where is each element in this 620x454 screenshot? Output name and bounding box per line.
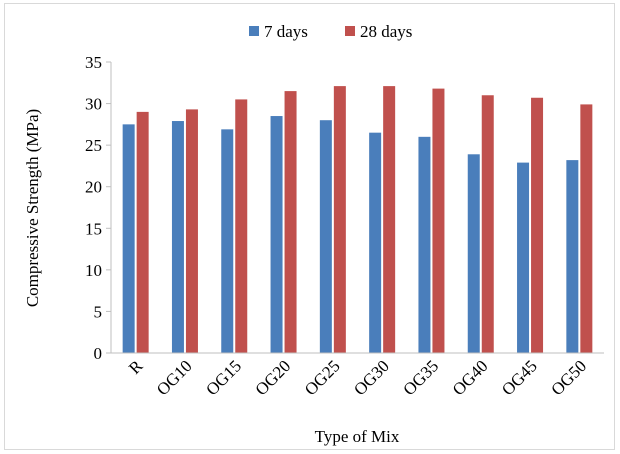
bars: [122, 86, 593, 354]
chart-frame: [4, 3, 615, 450]
bar-7-days-OG30: [369, 132, 382, 353]
y-axis-title: Compressive Strength (MPa): [23, 109, 42, 307]
bar-28-days-OG25: [333, 86, 346, 354]
bar-28-days-OG45: [531, 97, 544, 353]
bar-7-days-OG25: [319, 120, 332, 353]
bar-7-days-OG20: [270, 116, 283, 354]
x-tick-label: OG35: [399, 356, 442, 399]
x-axis-title: Type of Mix: [315, 427, 400, 446]
y-tick-label: 0: [94, 344, 103, 363]
bar-7-days-OG10: [171, 121, 184, 353]
y-tick-label: 20: [85, 178, 102, 197]
y-tick-label: 15: [85, 219, 102, 238]
bar-28-days-OG30: [383, 86, 396, 354]
bar-7-days-OG15: [221, 129, 234, 353]
bar-28-days-OG20: [284, 91, 297, 353]
bar-7-days-OG45: [517, 162, 530, 353]
x-axis: R OG10 OG15 OG20 OG25 OG30 OG35 OG40 OG45 OG50: [111, 352, 604, 399]
bar-28-days-OG40: [481, 95, 494, 353]
bar-28-days-OG35: [432, 88, 445, 353]
y-tick-label: 25: [85, 136, 102, 155]
x-tick-label: OG40: [449, 356, 492, 399]
legend: 7 days 28 days: [249, 22, 412, 41]
bar-28-days-OG50: [580, 104, 593, 353]
x-tick-label: OG50: [547, 356, 590, 399]
x-tick-label: OG10: [153, 356, 196, 399]
y-tick-label: 30: [85, 95, 102, 114]
x-tick-label: OG20: [252, 356, 295, 399]
bar-7-days-OG40: [467, 154, 480, 353]
x-tick-label: R: [125, 356, 147, 378]
x-tick-label: OG15: [202, 356, 245, 399]
bar-28-days-R: [136, 111, 149, 353]
y-tick-label: 10: [85, 261, 102, 280]
legend-swatch: [249, 26, 259, 36]
y-tick-label: 35: [85, 53, 102, 72]
bar-7-days-R: [122, 124, 135, 353]
x-tick-label: OG30: [350, 356, 393, 399]
x-tick-label: OG45: [498, 356, 541, 399]
y-tick-label: 5: [94, 302, 103, 321]
bar-7-days-OG35: [418, 136, 431, 353]
legend-label: 7 days: [264, 22, 308, 41]
legend-label: 28 days: [360, 22, 412, 41]
bar-28-days-OG10: [185, 109, 198, 354]
y-axis: 0 5 10 15 20 25 30 35: [85, 53, 112, 363]
bar-28-days-OG15: [235, 99, 248, 354]
x-tick-label: OG25: [301, 356, 344, 399]
bar-7-days-OG50: [566, 160, 579, 353]
legend-swatch: [345, 26, 355, 36]
